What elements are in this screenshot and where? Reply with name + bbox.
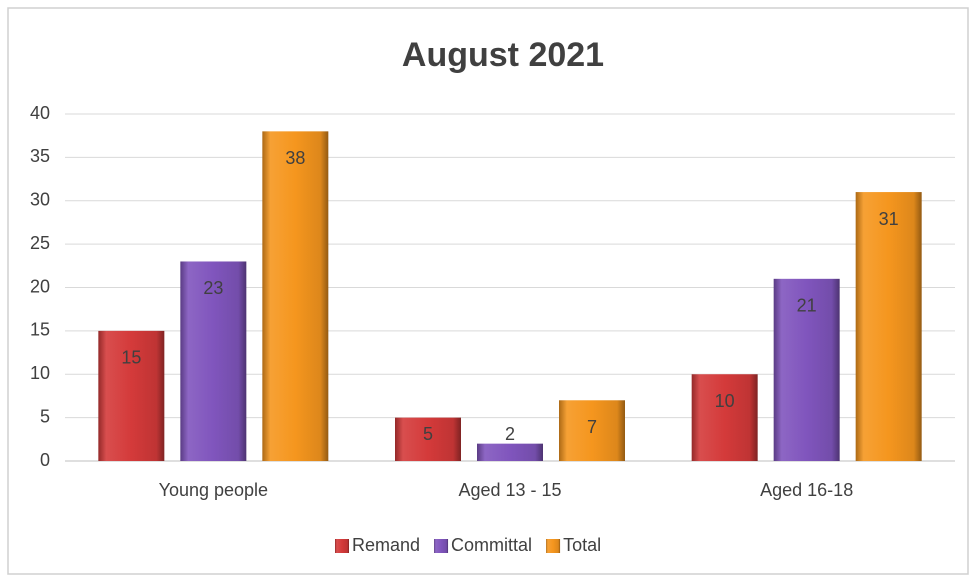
data-label: 23: [203, 278, 223, 298]
y-tick-label: 40: [30, 103, 50, 123]
legend-swatch: [335, 539, 349, 553]
x-tick-label: Aged 13 - 15: [458, 480, 561, 500]
y-tick-label: 35: [30, 146, 50, 166]
bar: [773, 278, 840, 461]
data-label: 10: [715, 391, 735, 411]
legend-swatch: [434, 539, 449, 553]
data-label: 2: [505, 424, 515, 444]
legend-label: Committal: [451, 535, 532, 555]
legend-label: Remand: [352, 535, 420, 555]
data-label: 5: [423, 424, 433, 444]
data-label: 21: [797, 296, 817, 316]
data-label: 31: [879, 209, 899, 229]
bar: [559, 400, 625, 461]
bar: [395, 417, 461, 461]
data-label: 7: [587, 417, 597, 437]
y-tick-label: 30: [30, 190, 50, 210]
data-label: 15: [121, 348, 141, 368]
y-tick-label: 5: [40, 406, 50, 426]
bar: [477, 443, 543, 461]
y-tick-label: 0: [40, 450, 50, 470]
x-tick-label: Young people: [159, 480, 268, 500]
legend-label: Total: [563, 535, 601, 555]
bar: [262, 131, 329, 461]
legend-swatch: [546, 539, 561, 553]
chart-title: August 2021: [402, 36, 604, 74]
bar: [98, 330, 165, 461]
bar: [180, 261, 247, 461]
y-tick-label: 15: [30, 320, 50, 340]
x-tick-label: Aged 16-18: [760, 480, 853, 500]
y-tick-label: 10: [30, 363, 50, 383]
y-tick-label: 25: [30, 233, 50, 253]
data-label: 38: [285, 148, 305, 168]
y-tick-label: 20: [30, 276, 50, 296]
bar: [855, 192, 922, 461]
bar: [691, 374, 758, 461]
